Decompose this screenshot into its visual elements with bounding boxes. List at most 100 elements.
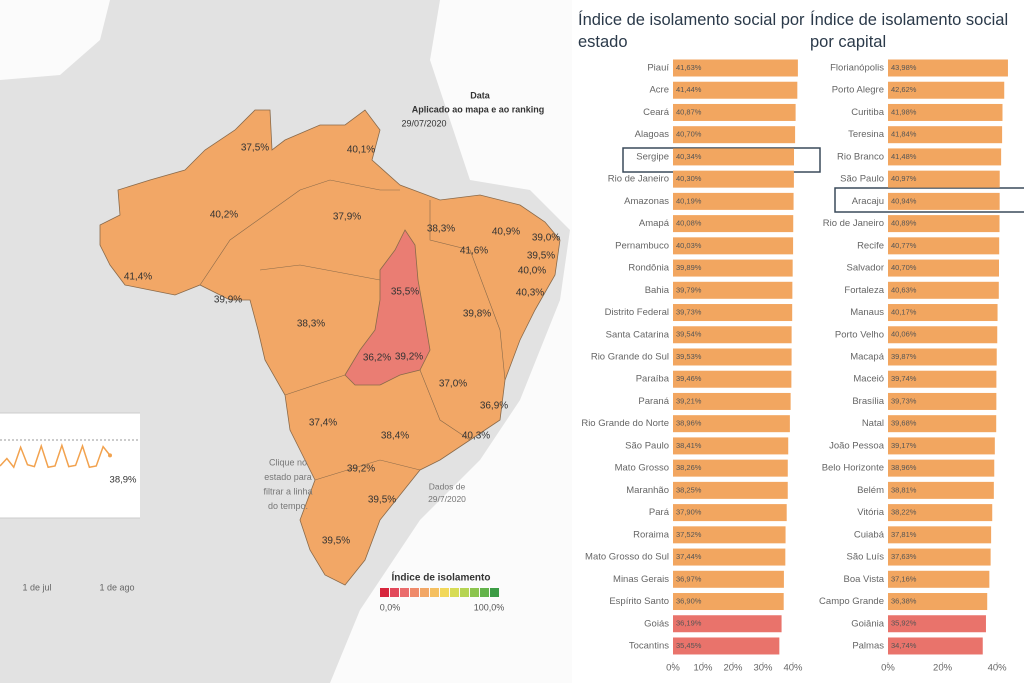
swatch bbox=[450, 588, 459, 597]
x-tick-label: 30% bbox=[753, 663, 773, 674]
swatch bbox=[490, 588, 499, 597]
category-label: São Paulo bbox=[625, 440, 669, 451]
value-label: 39,54% bbox=[676, 330, 702, 339]
category-label: Campo Grande bbox=[819, 596, 884, 607]
bar bbox=[888, 148, 1002, 166]
category-label: Amapá bbox=[639, 218, 670, 229]
value-label: 39,79% bbox=[676, 285, 702, 294]
map-value-label: 37,5% bbox=[241, 143, 269, 154]
map-region[interactable] bbox=[344, 229, 431, 386]
category-label: Cuiabá bbox=[854, 529, 885, 540]
value-label: 41,44% bbox=[676, 85, 702, 94]
bar bbox=[673, 437, 789, 455]
value-label: 36,19% bbox=[676, 619, 702, 628]
map-value-label: 37,0% bbox=[439, 379, 467, 390]
bar bbox=[888, 281, 999, 299]
bar bbox=[888, 103, 1003, 121]
swatch bbox=[430, 588, 439, 597]
value-label: 38,26% bbox=[676, 463, 702, 472]
x-tick-label: 10% bbox=[693, 663, 713, 674]
category-label: Vitória bbox=[857, 507, 884, 518]
legend-title: Índice de isolamento bbox=[392, 571, 491, 584]
bar bbox=[673, 526, 786, 544]
x-tick-label: 0% bbox=[881, 663, 895, 674]
bar bbox=[673, 392, 791, 410]
bar bbox=[888, 459, 995, 477]
bar bbox=[673, 103, 796, 121]
category-label: Palmas bbox=[852, 640, 884, 651]
highlight-box bbox=[834, 187, 1024, 213]
legend-label: 0,0% bbox=[380, 602, 401, 612]
map-value-label: 40,2% bbox=[210, 210, 238, 221]
bar bbox=[888, 170, 1000, 188]
map-value-label: 40,3% bbox=[462, 431, 490, 442]
category-label: Rondônia bbox=[628, 263, 669, 274]
bar bbox=[888, 304, 998, 322]
category-label: Maranhão bbox=[626, 485, 669, 496]
value-label: 40,87% bbox=[676, 107, 702, 116]
bar bbox=[673, 637, 780, 655]
value-label: 40,34% bbox=[676, 152, 702, 161]
timeline-line bbox=[0, 442, 111, 469]
value-label: 40,19% bbox=[676, 196, 702, 205]
value-label: 38,25% bbox=[676, 485, 702, 494]
bar bbox=[673, 615, 782, 633]
map-country[interactable] bbox=[99, 109, 561, 586]
swatch bbox=[420, 588, 429, 597]
bar bbox=[673, 281, 793, 299]
border bbox=[419, 369, 471, 441]
category-label: Fortaleza bbox=[844, 285, 884, 296]
category-label: Pernambuco bbox=[615, 240, 669, 251]
data-note: 29/7/2020 bbox=[428, 494, 466, 504]
map-value-label: 39,8% bbox=[463, 309, 491, 320]
bar bbox=[673, 215, 794, 233]
value-label: 40,06% bbox=[891, 330, 917, 339]
value-label: 41,98% bbox=[891, 107, 917, 116]
category-label: Sergipe bbox=[636, 151, 669, 162]
value-label: 39,46% bbox=[676, 374, 702, 383]
map-value-label: 38,3% bbox=[297, 319, 325, 330]
ocean bbox=[330, 0, 572, 683]
legend-label: 100,0% bbox=[474, 602, 505, 612]
bar bbox=[888, 615, 986, 633]
x-tick-label: 40% bbox=[783, 663, 803, 674]
category-label: Recife bbox=[857, 240, 884, 251]
value-label: 39,21% bbox=[676, 396, 702, 405]
map-value-label: 39,5% bbox=[527, 251, 555, 262]
category-label: Roraima bbox=[633, 529, 670, 540]
bar bbox=[673, 593, 784, 611]
category-label: Amazonas bbox=[624, 196, 669, 207]
map-value-label: 36,9% bbox=[480, 401, 508, 412]
bar bbox=[888, 259, 999, 277]
category-label: Goiânia bbox=[851, 618, 884, 629]
category-label: Rio de Janeiro bbox=[608, 174, 669, 185]
value-label: 38,96% bbox=[676, 419, 702, 428]
category-label: Curitiba bbox=[851, 107, 884, 118]
bar bbox=[888, 570, 990, 588]
bar bbox=[673, 81, 798, 99]
bar bbox=[888, 192, 1000, 210]
value-label: 40,17% bbox=[891, 308, 917, 317]
bar bbox=[673, 459, 788, 477]
category-label: Brasília bbox=[852, 396, 884, 407]
value-label: 39,68% bbox=[891, 419, 917, 428]
value-label: 34,74% bbox=[891, 641, 917, 650]
bar bbox=[888, 59, 1008, 77]
map-value-label: 39,0% bbox=[532, 233, 560, 244]
data-note: Dados de bbox=[429, 481, 466, 491]
map-borders bbox=[199, 179, 506, 481]
bar bbox=[888, 437, 995, 455]
bar bbox=[888, 548, 991, 566]
map-value-label: 39,9% bbox=[214, 295, 242, 306]
swatch bbox=[400, 588, 409, 597]
bar bbox=[888, 392, 997, 410]
map-value-label: 40,1% bbox=[347, 145, 375, 156]
value-label: 39,73% bbox=[891, 396, 917, 405]
bar bbox=[888, 348, 997, 366]
map-note: estado para bbox=[264, 472, 312, 482]
border bbox=[429, 200, 506, 381]
swatch bbox=[440, 588, 449, 597]
category-label: Maceió bbox=[853, 374, 884, 385]
bar bbox=[673, 192, 794, 210]
